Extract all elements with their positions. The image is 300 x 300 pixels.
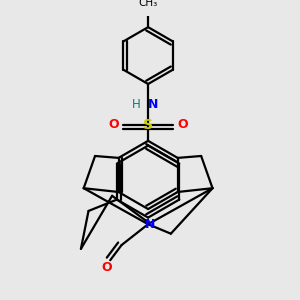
Text: S: S (143, 118, 153, 132)
Text: O: O (101, 261, 112, 274)
Text: N: N (148, 98, 158, 111)
Text: H: H (132, 98, 141, 111)
Text: O: O (177, 118, 188, 131)
Text: N: N (145, 218, 155, 231)
Text: O: O (109, 118, 119, 131)
Text: CH₃: CH₃ (139, 0, 158, 8)
